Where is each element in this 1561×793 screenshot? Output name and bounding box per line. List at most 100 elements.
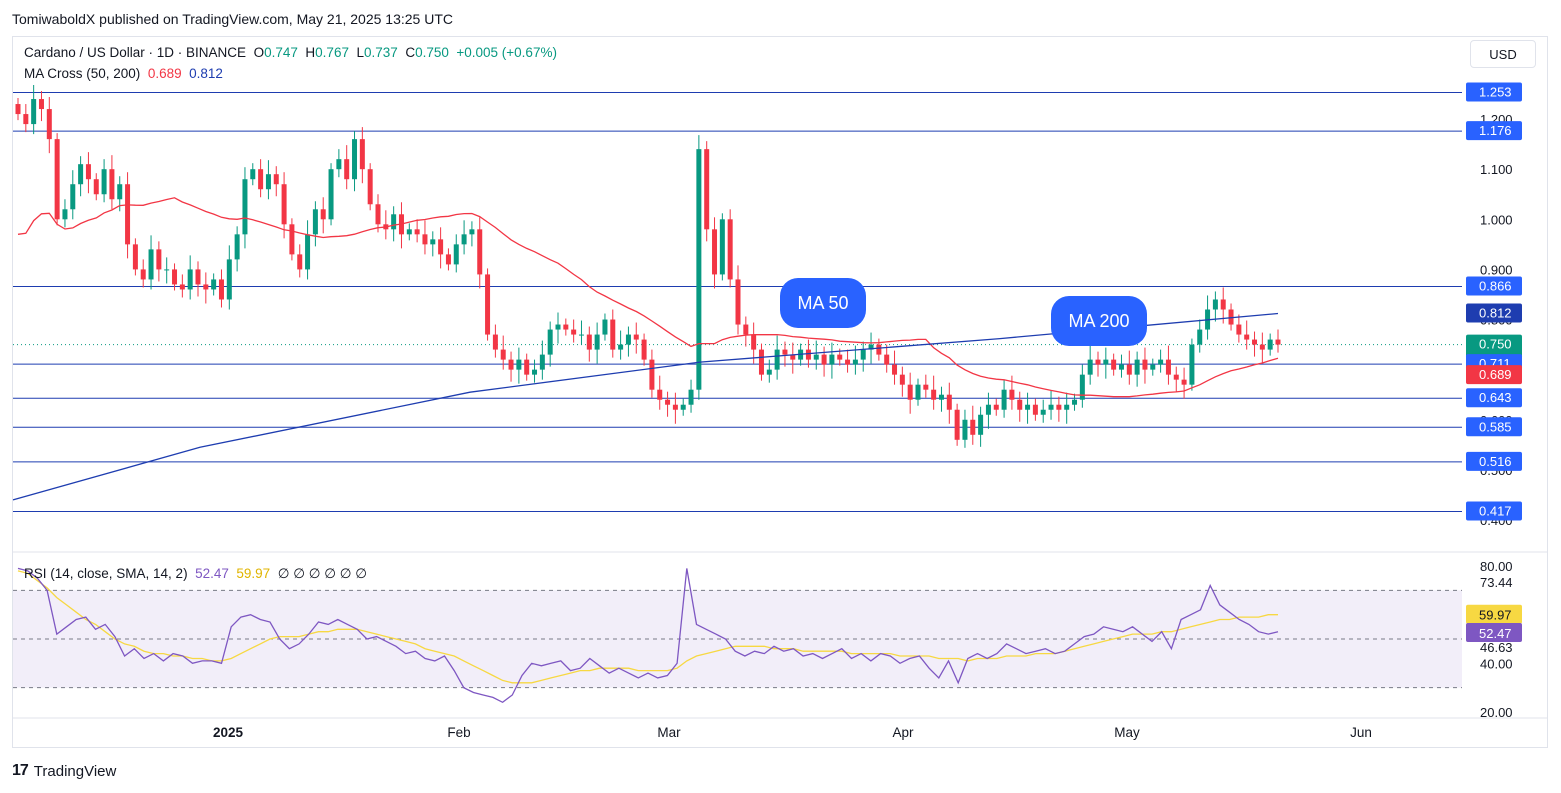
candle-body: [1118, 364, 1124, 370]
candle-body: [445, 254, 451, 265]
price-label-text: 0.516: [1479, 454, 1512, 469]
candle-body: [931, 389, 937, 400]
candle-body: [712, 229, 718, 275]
candle-body: [203, 284, 209, 290]
ma-legend-name: MA Cross (50, 200): [24, 66, 141, 81]
candle-body: [164, 269, 170, 271]
high-value: 0.767: [315, 45, 349, 60]
candle-body: [1150, 364, 1156, 370]
time-tick-label: May: [1114, 725, 1140, 740]
price-label-box: [1466, 82, 1522, 102]
candle-body: [1126, 364, 1132, 375]
candle-body: [1267, 339, 1273, 350]
ma-legend: MA Cross (50, 200) 0.689 0.812: [24, 66, 223, 81]
candle-body: [1236, 324, 1242, 335]
candle-body: [132, 244, 138, 270]
rsi-sma-value: 59.97: [236, 566, 271, 581]
time-tick-label: Jun: [1350, 725, 1372, 740]
candle-body: [1197, 329, 1203, 345]
candle-body: [633, 334, 639, 340]
candle-body: [477, 229, 483, 275]
change-value: +0.005 (+0.67%): [456, 45, 557, 60]
candle-body: [852, 359, 858, 365]
candle-body: [735, 279, 741, 325]
price-label-text: 0.643: [1479, 390, 1512, 405]
candle-body: [1079, 374, 1085, 400]
candle-body: [1228, 309, 1234, 325]
candle-body: [1189, 344, 1195, 385]
rsi-line: [17, 567, 1279, 704]
price-label-box: [1466, 365, 1522, 385]
candle-body: [117, 184, 123, 200]
price-label-text: 0.812: [1479, 306, 1512, 321]
price-label-box: [1466, 388, 1522, 408]
price-label-text: 0.750: [1479, 337, 1512, 352]
candle-body: [845, 359, 851, 365]
candle-body: [1087, 359, 1093, 375]
publisher-line: TomiwaboldX published on TradingView.com…: [12, 11, 453, 27]
candle-body: [492, 334, 498, 350]
candle-body: [946, 394, 952, 410]
candle-body: [414, 229, 420, 235]
candle-body: [610, 319, 616, 350]
rsi-tick-label: 80.00: [1480, 559, 1513, 574]
candle-body: [743, 324, 749, 335]
candle-body: [258, 169, 264, 190]
rsi-value-label: 73.44: [1480, 575, 1513, 590]
candle-body: [422, 234, 428, 245]
ma50-value: 0.689: [147, 66, 182, 81]
candle-body: [1095, 359, 1101, 365]
candle-body: [688, 389, 694, 405]
candle-body: [195, 269, 201, 285]
candle-body: [320, 209, 326, 220]
candle-body: [860, 349, 866, 360]
ma200-annotation: MA 200: [1051, 296, 1147, 346]
candle-body: [305, 234, 311, 270]
candle-body: [892, 364, 898, 375]
rsi-legend: RSI (14, close, SMA, 14, 2) 52.47 59.97 …: [24, 566, 367, 582]
price-label-text: 1.176: [1479, 123, 1512, 138]
rsi-extras: ∅ ∅ ∅ ∅ ∅ ∅: [277, 566, 368, 581]
low-label: L: [356, 45, 364, 60]
rsi-tick-label: 20.00: [1480, 705, 1513, 720]
candle-body: [993, 404, 999, 410]
symbol-name: Cardano / US Dollar · 1D · BINANCE: [24, 45, 247, 60]
candle-body: [78, 164, 84, 185]
candle-body: [524, 359, 530, 375]
candle-body: [1181, 379, 1187, 385]
price-label-box: [1466, 121, 1522, 141]
candle-body: [1275, 339, 1281, 345]
candle-body: [547, 329, 553, 355]
candle-body: [782, 349, 788, 355]
candle-body: [234, 234, 240, 260]
currency-button[interactable]: USD: [1470, 40, 1536, 68]
candle-body: [1134, 359, 1140, 375]
candle-body: [125, 184, 131, 245]
candle-body: [273, 174, 279, 185]
close-label: C: [405, 45, 416, 60]
candle-body: [31, 99, 37, 125]
price-label-text: 0.417: [1479, 503, 1512, 518]
rsi-value-box: [1466, 604, 1522, 624]
price-tick-label: 1.100: [1480, 162, 1513, 177]
candle-body: [837, 354, 843, 360]
candle-body: [578, 334, 584, 336]
candle-body: [571, 329, 577, 335]
candle-body: [15, 104, 21, 115]
candle-body: [281, 184, 287, 225]
price-label-box: [1466, 303, 1522, 323]
candle-body: [312, 209, 318, 235]
candle-body: [93, 179, 99, 195]
candle-body: [250, 169, 256, 180]
price-label-box: [1466, 501, 1522, 521]
footer: 17 TradingView: [12, 762, 116, 780]
candle-body: [625, 334, 631, 345]
candle-body: [649, 359, 655, 390]
candle-body: [23, 114, 29, 125]
candle-body: [1212, 299, 1218, 310]
candle-body: [1040, 409, 1046, 415]
candle-body: [54, 139, 60, 220]
candle-body: [704, 149, 710, 230]
ma200-value: 0.812: [189, 66, 223, 81]
